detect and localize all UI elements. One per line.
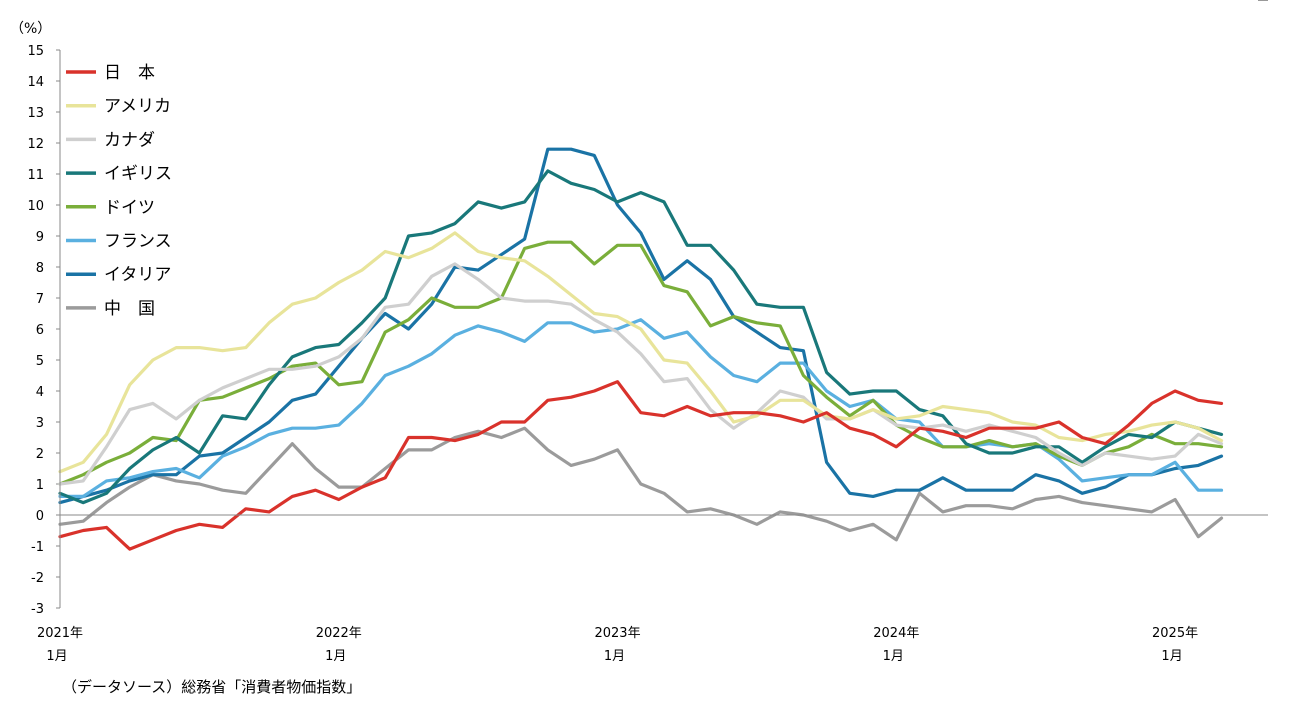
y-tick-label: 5 [36, 354, 44, 369]
plot-series [58, 147, 1224, 551]
y-tick-label: 14 [27, 75, 44, 90]
x-tick-label-month: 1月 [883, 649, 904, 664]
series-line [58, 380, 1224, 551]
legend-label: カナダ [104, 130, 155, 150]
series-line [58, 318, 1224, 498]
x-tick-label-year: 2023年 [594, 626, 640, 641]
x-tick-label-month: 1月 [604, 649, 625, 664]
legend-label: アメリカ [104, 97, 171, 117]
legend-label: 中 国 [104, 299, 155, 319]
series-line [58, 169, 1224, 505]
annotations: 3.6 [1245, 0, 1268, 4]
x-tick-label-year: 2024年 [873, 626, 919, 641]
x-tick-label-month: 1月 [325, 649, 346, 664]
y-tick-label: 7 [36, 292, 44, 307]
y-tick-label: 2 [36, 447, 44, 462]
series-line [58, 262, 1224, 486]
y-tick-label: 6 [36, 323, 44, 338]
x-tick-label-month: 1月 [46, 649, 67, 664]
y-tick-label: 11 [27, 168, 44, 183]
y-tick-label: 9 [36, 230, 44, 245]
y-tick-label: -3 [31, 602, 44, 617]
legend-label: 日 本 [104, 63, 155, 83]
y-tick-label: 0 [36, 509, 44, 524]
x-tick-label-year: 2022年 [316, 626, 362, 641]
y-tick-label: -1 [31, 540, 44, 555]
y-tick-label: -2 [31, 571, 44, 586]
x-tick-label-year: 2025年 [1152, 626, 1198, 641]
series-line [58, 240, 1224, 486]
x-tick-label-year: 2021年 [37, 626, 83, 641]
series-line [58, 231, 1224, 474]
legend-label: ドイツ [104, 198, 155, 218]
y-tick-label: 15 [27, 44, 44, 59]
y-tick-label: 8 [36, 261, 44, 276]
y-tick-label: 3 [36, 416, 44, 431]
y-tick-label: 10 [27, 199, 44, 214]
legend-label: イギリス [104, 164, 172, 184]
legend-label: フランス [104, 232, 172, 252]
series-line [58, 426, 1224, 542]
series-line [58, 147, 1224, 505]
axes [59, 50, 1268, 608]
y-tick-label: 4 [36, 385, 44, 400]
y-tick-label: 12 [27, 137, 44, 152]
y-axis-unit: （%） [10, 21, 51, 37]
data-label: 3.6 [1245, 0, 1266, 4]
y-tick-label: 13 [27, 106, 44, 121]
legend-label: イタリア [104, 265, 171, 285]
x-tick-label-month: 1月 [1161, 649, 1182, 664]
y-tick-label: 1 [36, 478, 44, 493]
source-note: （データソース）総務省「消費者物価指数」 [62, 678, 362, 696]
x-axis-ticks: 2021年 1月 2022年 1月 2023年 1月 2024年 1月 2025年 1月 [37, 626, 1198, 664]
